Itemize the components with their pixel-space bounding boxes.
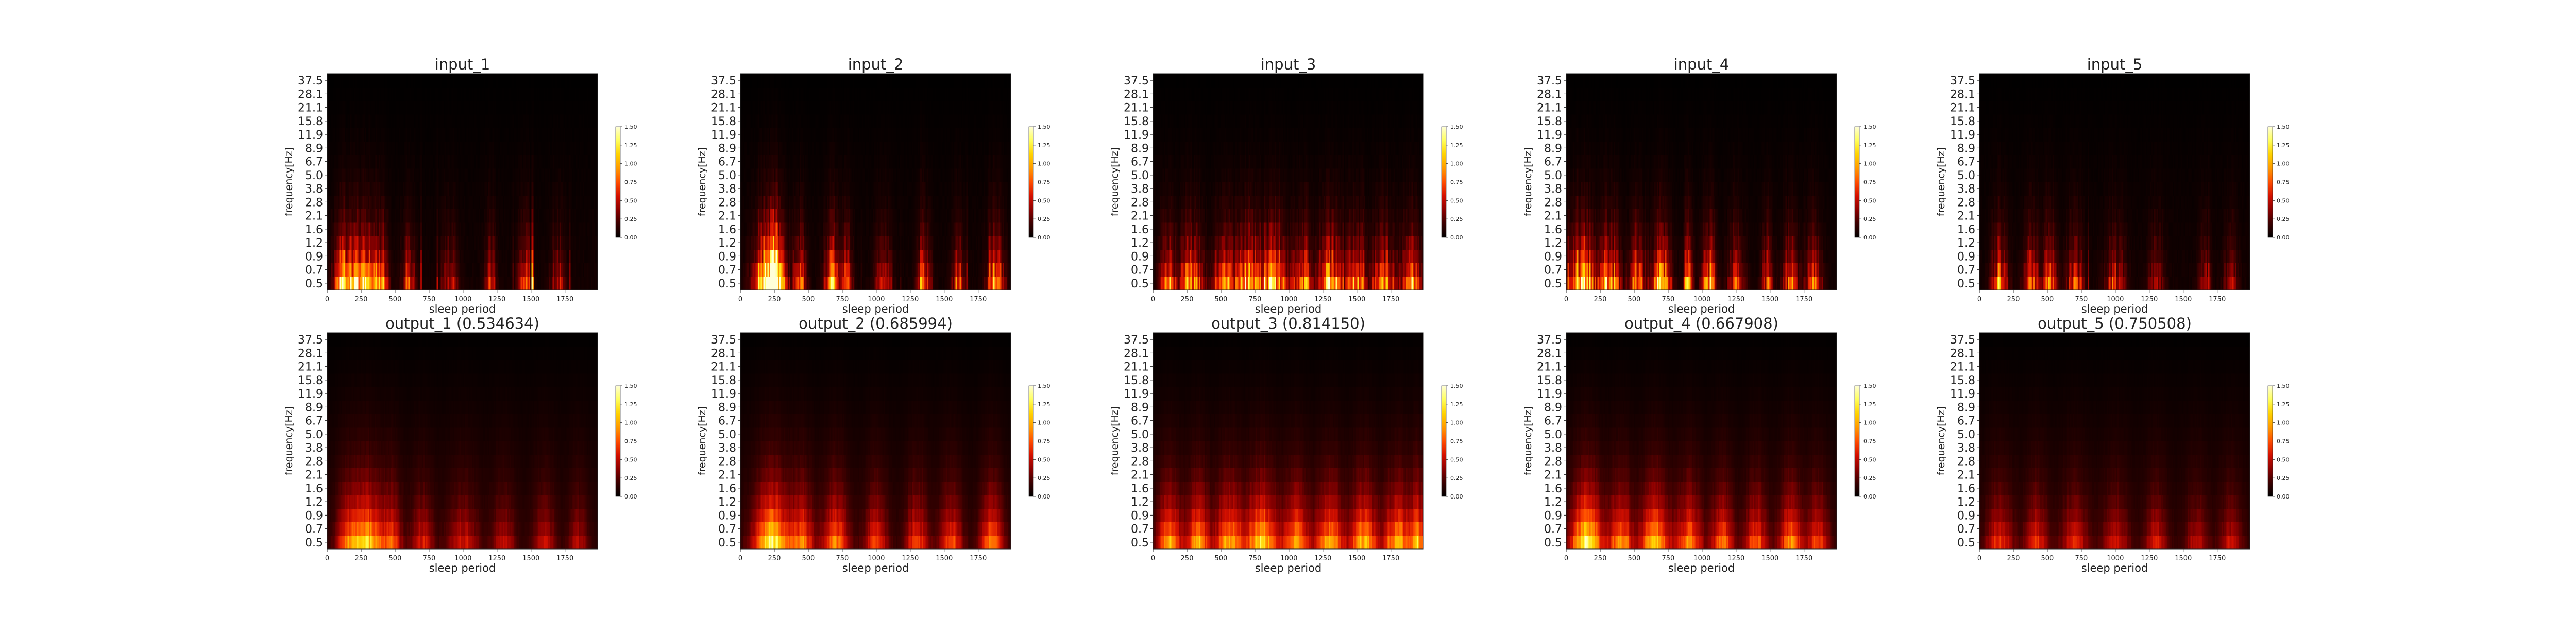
- y-tick-label: 0.9: [305, 250, 323, 263]
- panel-title: input_1: [435, 56, 490, 73]
- y-tick-label: 21.1: [298, 102, 323, 115]
- y-tick-label: 5.0: [305, 169, 323, 182]
- colorbar-tick-label: 0.50: [624, 197, 637, 204]
- x-tick-label: 250: [355, 296, 368, 303]
- y-axis-label: frequency[Hz]: [283, 147, 295, 216]
- heatmap-panel-2: input_237.528.121.115.811.98.96.75.03.82…: [697, 56, 1050, 315]
- x-tick-label: 1750: [556, 296, 573, 303]
- colorbar-tick-label: 1.00: [624, 161, 637, 167]
- heatmap-cells: [740, 74, 1011, 290]
- colorbar-tick-label: 0.00: [624, 234, 637, 241]
- y-tick-label: 8.9: [305, 142, 323, 155]
- y-tick-label: 2.1: [305, 210, 323, 223]
- colorbar-tick-label: 0.75: [624, 179, 637, 186]
- x-tick-label: 1500: [522, 296, 539, 303]
- y-tick-label: 2.8: [305, 196, 323, 209]
- colorbar-tick-label: 0.25: [624, 216, 637, 222]
- heatmap-cells: [327, 74, 598, 290]
- y-tick-label: 11.9: [298, 129, 323, 142]
- colorbar-tick-label: 1.50: [624, 124, 637, 130]
- y-tick-label: 37.5: [298, 75, 323, 88]
- y-tick-label: 0.5: [305, 278, 323, 290]
- colorbar: [616, 127, 620, 237]
- y-tick-label: 28.1: [298, 88, 323, 101]
- y-tick-label: 6.7: [305, 156, 323, 169]
- x-tick-label: 1250: [488, 296, 505, 303]
- y-tick-label: 1.6: [305, 224, 323, 236]
- colorbar-tick-label: 1.25: [624, 142, 637, 149]
- x-tick-label: 750: [422, 296, 435, 303]
- x-tick-label: 1000: [454, 296, 471, 303]
- x-tick-label: 500: [388, 296, 401, 303]
- y-tick-label: 0.7: [305, 264, 323, 277]
- y-tick-label: 15.8: [298, 115, 323, 128]
- x-axis-label: sleep period: [429, 303, 496, 315]
- y-tick-label: 3.8: [305, 183, 323, 196]
- y-tick-label: 1.2: [305, 237, 323, 250]
- x-tick-label: 0: [325, 296, 329, 303]
- heatmap-panel-1: input_137.528.121.115.811.98.96.75.03.82…: [283, 56, 637, 315]
